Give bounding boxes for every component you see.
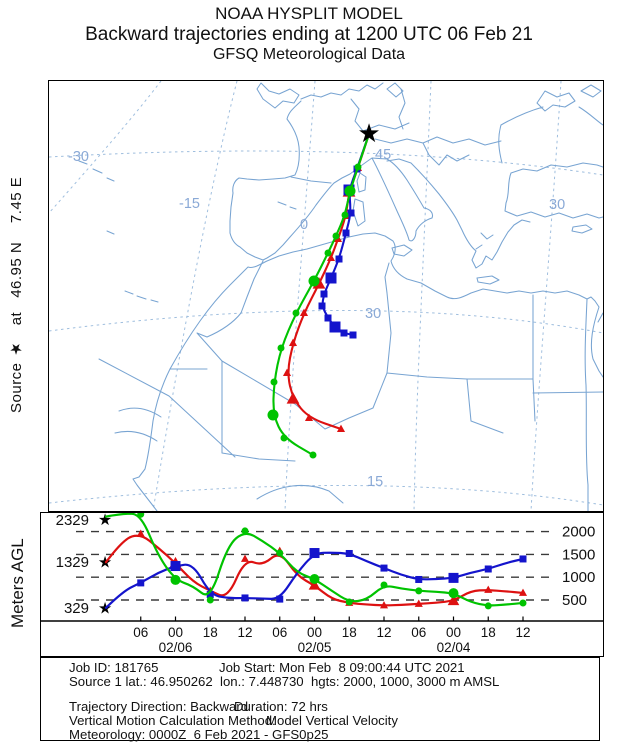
footer-row-direction: Trajectory Direction: Backward Duration:… xyxy=(41,700,599,714)
met-data-subtitle: GFSQ Meteorological Data xyxy=(212,46,406,64)
height-series-green xyxy=(104,513,527,610)
left-axis-label: 2329 xyxy=(56,512,89,529)
trajectory-direction: Trajectory Direction: Backward xyxy=(69,699,249,714)
time-tick-label: 00 xyxy=(446,625,461,640)
graticule-label: 0 xyxy=(300,217,308,233)
footer-row-meteorology: Meteorology: 0000Z 6 Feb 2021 - GFS0p25 xyxy=(41,728,599,742)
graticule-label: -15 xyxy=(179,196,200,212)
time-tick-label: 06 xyxy=(411,625,426,640)
time-tick-label: 18 xyxy=(203,625,218,640)
vertical-motion-method-value: Model Vertical Velocity xyxy=(266,713,398,728)
right-axis-label: 2000 xyxy=(562,524,595,541)
time-tick-label: 12 xyxy=(515,625,530,640)
left-axis-label: 1329 xyxy=(56,554,89,571)
duration: Duration: 72 hrs xyxy=(234,699,328,714)
date-label: 02/06 xyxy=(159,640,193,655)
graticule-label: -30 xyxy=(68,149,89,165)
job-id: Job ID: 181765 xyxy=(69,660,159,675)
footer-row-job: Job ID: 181765 Job Start: Mon Feb 8 09:0… xyxy=(41,661,599,675)
graticule-label: 30 xyxy=(549,197,565,213)
time-tick-label: 06 xyxy=(272,625,287,640)
source-coords: Source 1 lat.: 46.950262 lon.: 7.448730 … xyxy=(69,674,500,689)
graticule-label: 45 xyxy=(375,147,391,163)
right-axis-label: 1500 xyxy=(562,546,595,563)
source-location-label: Source ★ at 46.95 N 7.45 E xyxy=(8,176,25,414)
time-tick-label: 06 xyxy=(133,625,148,640)
map-trajectory-blue xyxy=(318,132,371,339)
time-tick-label: 12 xyxy=(237,625,252,640)
right-axis-label: 1000 xyxy=(562,569,595,586)
time-tick-label: 18 xyxy=(342,625,357,640)
footer-row-method: Vertical Motion Calculation Method: Mode… xyxy=(41,714,599,728)
map-trajectory-layer: -30 -15 0 45 30 15 30 ★ xyxy=(68,118,565,490)
footer-row-source: Source 1 lat.: 46.950262 lon.: 7.448730 … xyxy=(41,675,599,689)
time-tick-label: 00 xyxy=(168,625,183,640)
map-trajectory-green xyxy=(267,132,371,459)
page-title: Backward trajectories ending at 1200 UTC… xyxy=(85,24,533,46)
time-tick-label: 00 xyxy=(307,625,322,640)
date-label: 02/05 xyxy=(298,640,332,655)
height-axis-label: Meters AGL xyxy=(8,538,27,629)
height-series-blue xyxy=(104,548,527,609)
graticule-label: 30 xyxy=(365,306,381,322)
date-label: 02/04 xyxy=(437,640,471,655)
map-coastlines xyxy=(78,82,603,511)
time-tick-label: 18 xyxy=(481,625,496,640)
title-block: NOAA HYSPLIT MODEL Backward trajectories… xyxy=(0,4,618,65)
model-title: NOAA HYSPLIT MODEL xyxy=(215,4,403,23)
start-height-star: ★ xyxy=(98,512,112,529)
source-star: ★ xyxy=(357,118,380,148)
graticule-label: 15 xyxy=(367,474,383,490)
job-start: Job Start: Mon Feb 8 09:00:44 UTC 2021 xyxy=(219,660,465,675)
meteorology: Meteorology: 0000Z 6 Feb 2021 - GFS0p25 xyxy=(69,727,329,742)
trajectory-map: -30 -15 0 45 30 15 30 ★ xyxy=(48,80,604,512)
right-axis-label: 500 xyxy=(562,592,587,609)
left-axis-label: 329 xyxy=(64,600,89,617)
vertical-motion-method-label: Vertical Motion Calculation Method: xyxy=(69,713,276,728)
time-tick-label: 12 xyxy=(376,625,391,640)
run-info-footer: Job ID: 181765 Job Start: Mon Feb 8 09:0… xyxy=(40,657,600,742)
